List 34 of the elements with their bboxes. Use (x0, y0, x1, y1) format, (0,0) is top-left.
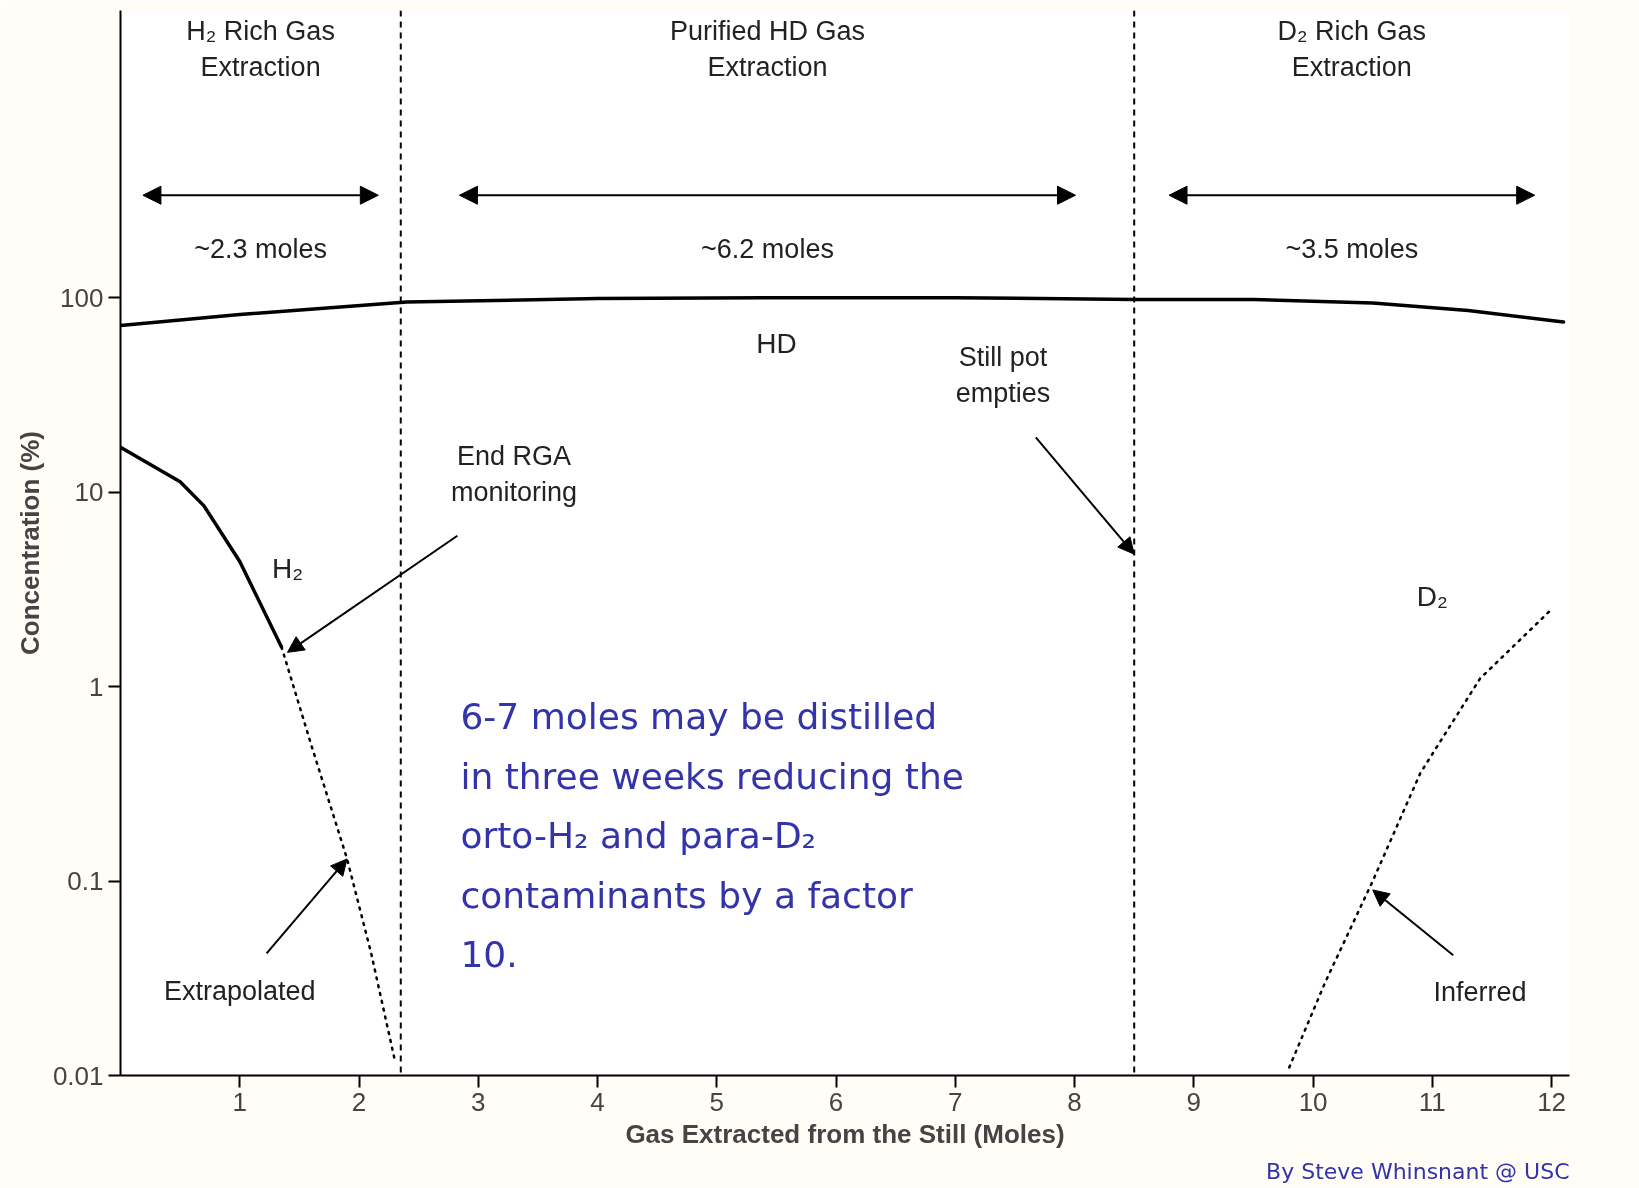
y-axis-title: Concentration (%) (14, 431, 45, 655)
x-tick-label: 9 (1186, 1086, 1202, 1117)
y-tick-label: 1 (89, 671, 104, 702)
annotation: ~2.3 moles (194, 234, 328, 265)
y-tick-label: 10 (74, 477, 104, 508)
annotation: Inferred (1433, 977, 1527, 1008)
x-tick-label: 2 (351, 1086, 367, 1117)
y-tick-label: 0.1 (67, 866, 104, 897)
x-tick-label: 12 (1537, 1086, 1567, 1117)
annotation: Still pot empties (955, 342, 1051, 409)
x-tick-label: 11 (1418, 1086, 1446, 1117)
annotation: ~6.2 moles (701, 234, 834, 265)
x-tick-label: 6 (828, 1086, 844, 1117)
annotation: H₂ Rich Gas Extraction (186, 16, 335, 83)
annotation: ~3.5 moles (1285, 234, 1419, 265)
x-tick-label: 10 (1298, 1086, 1328, 1117)
annotation: 6-7 moles may be distilled in three weeks reducing the orto-H₂ and para-D₂ contaminants by a factor 10. (460, 696, 964, 976)
x-axis-title: Gas Extracted from the Still (Moles) (625, 1118, 1065, 1149)
series-label: HD (756, 327, 797, 359)
x-tick-label: 4 (590, 1086, 605, 1117)
x-tick-label: 3 (471, 1086, 486, 1117)
x-tick-label: 1 (232, 1086, 247, 1117)
annotation: End RGA monitoring (451, 440, 578, 507)
x-tick-label: 7 (948, 1086, 963, 1117)
annotation: Purified HD Gas Extraction (669, 16, 866, 83)
annotation: Extrapolated (163, 975, 316, 1006)
x-tick-label: 5 (709, 1086, 725, 1117)
annotation: D₂ Rich Gas Extraction (1277, 16, 1427, 83)
series-label: H₂ (271, 553, 304, 585)
text: D₂ (1416, 580, 1448, 612)
text: By Steve Whinsnant @ USC (1266, 1158, 1570, 1184)
y-tick-label: 0.01 (52, 1060, 104, 1091)
y-tick-label: 100 (60, 282, 104, 313)
x-tick-label: 8 (1067, 1086, 1082, 1117)
